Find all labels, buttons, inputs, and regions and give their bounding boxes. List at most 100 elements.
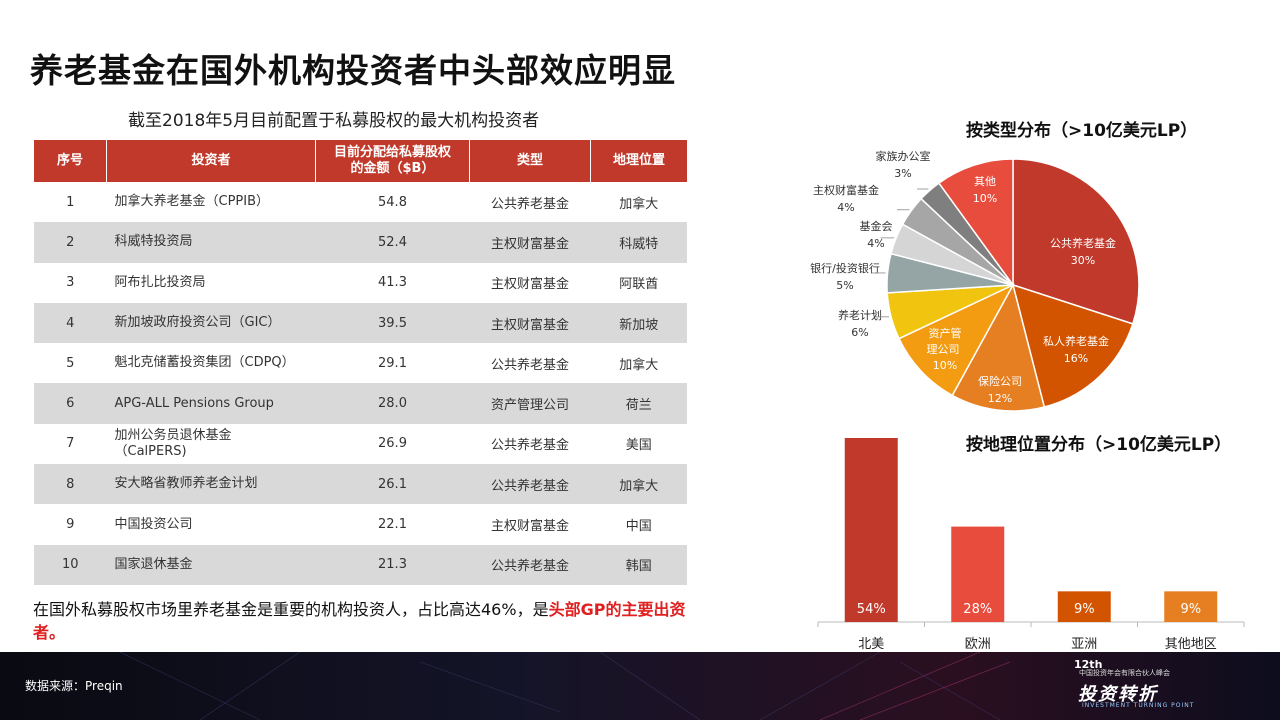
logo-number: 12th	[1074, 658, 1103, 671]
row-location: 科威特	[590, 222, 687, 263]
pie-label: 其他	[974, 175, 996, 188]
pie-label: 基金会	[860, 219, 893, 233]
row-type: 主权财富基金	[490, 277, 569, 293]
pie-label: 养老计划	[838, 308, 882, 322]
row-location: 韩国	[590, 544, 687, 585]
note-highlight: 头部GP的主要出资者。	[33, 600, 686, 642]
bar-value-label: 54%	[857, 602, 886, 617]
row-type: 公共养老基金	[490, 196, 569, 212]
source-note: 数据来源：Preqin	[25, 679, 123, 693]
row-location: 美国	[625, 438, 652, 454]
pie-slice	[937, 158, 1014, 288]
row-investor: 安大略省教师养老金计划	[106, 464, 316, 505]
table-row: 2 科威特投资局 52.4 主权财富基金 科威特	[34, 222, 687, 263]
row-index: 1	[66, 194, 75, 210]
row-type: 主权财富基金	[469, 222, 591, 263]
footer-banner: 数据来源：Preqin 12th 中国投资年会有限合伙人峰会 投资转折 INVE…	[0, 652, 1280, 720]
table-row: 4 新加坡政府投资公司（GIC） 39.5 主权财富基金 新加坡	[34, 302, 687, 344]
bar-category-label: 北美	[858, 637, 884, 652]
row-index: 8	[34, 464, 107, 505]
pie-label: 公共养老基金	[1050, 236, 1116, 250]
note-text: 在国外私募股权市场里养老基金是重要的机构投资人，占比高达46%，是	[33, 600, 549, 619]
row-investor: 中国投资公司	[114, 516, 193, 532]
row-type: 公共养老基金	[469, 544, 591, 585]
bar-value-label: 28%	[963, 602, 992, 617]
row-type: 主权财富基金	[469, 302, 591, 344]
table-row: 6 APG-ALL Pensions Group 28.0 资产管理公司 荷兰	[34, 383, 687, 424]
table-header-row: 序号 投资者 目前分配给私募股权 的金额（$B） 类型 地理位置	[34, 140, 687, 182]
row-type: 主权财富基金	[490, 519, 569, 535]
table-row: 7 加州公务员退休基金 （CalPERS) 26.9 公共养老基金 美国	[34, 424, 687, 464]
row-amount: 54.8	[378, 194, 407, 210]
event-logo: 投资转折	[1078, 684, 1158, 705]
pie-value-label: 3%	[894, 167, 911, 180]
pie-value-label: 4%	[837, 201, 854, 214]
page-title: 养老基金在国外机构投资者中头部效应明显	[30, 51, 676, 90]
row-investor: 国家退休基金	[106, 544, 316, 585]
row-investor: 新加坡政府投资公司（GIC）	[106, 302, 316, 344]
footer-network-decoration	[119, 652, 1011, 720]
table-row: 5 魁北克储蓄投资集团（CDPQ） 29.1 公共养老基金 加拿大	[34, 343, 687, 383]
table-row: 8 安大略省教师养老金计划 26.1 公共养老基金 加拿大	[34, 464, 687, 505]
pie-label: 主权财富基金	[813, 183, 879, 197]
header-investor: 投资者	[106, 140, 316, 182]
row-location: 阿联酋	[619, 277, 659, 293]
table-row: 10 国家退休基金 21.3 公共养老基金 韩国	[34, 544, 687, 585]
pie-value-label: 6%	[851, 326, 868, 339]
pie-slice	[1012, 158, 1140, 325]
row-amount: 26.1	[315, 464, 470, 505]
pie-label: 私人养老基金	[1043, 334, 1109, 348]
row-index: 2	[34, 222, 107, 263]
row-index: 5	[66, 355, 75, 371]
pie-chart-title: 按类型分布（>10亿美元LP）	[966, 121, 1198, 141]
pie-value-label: 12%	[988, 392, 1012, 405]
pie-label: 理公司	[927, 343, 960, 356]
pie-label: 家族办公室	[876, 149, 931, 163]
pie-value-label: 30%	[1071, 254, 1095, 267]
logo-english: INVESTMENT TURNING POINT	[1082, 702, 1195, 709]
row-index: 3	[66, 275, 75, 291]
row-amount: 22.1	[378, 517, 407, 533]
row-location: 荷兰	[590, 383, 687, 424]
pie-value-label: 10%	[933, 359, 957, 372]
bar-category-label: 欧洲	[965, 637, 991, 652]
bar	[1057, 591, 1111, 622]
row-investor: 科威特投资局	[106, 222, 316, 263]
row-type: 公共养老基金	[490, 357, 569, 373]
pie-label: 银行/投资银行	[810, 261, 880, 275]
pie-label: 保险公司	[978, 374, 1022, 388]
pie-slice	[898, 283, 1015, 397]
table-row: 3 阿布扎比投资局 41.3 主权财富基金 阿联酋	[34, 263, 687, 303]
bar-category-label: 其他地区	[1165, 637, 1217, 652]
pie-slice	[951, 282, 1046, 412]
bar	[951, 526, 1005, 622]
row-index: 4	[34, 302, 107, 344]
row-amount: 28.0	[315, 383, 470, 424]
table-subtitle: 截至2018年5月目前配置于私募股权的最大机构投资者	[128, 111, 540, 131]
row-type: 公共养老基金	[490, 438, 569, 454]
row-location: 加拿大	[590, 464, 687, 505]
header-location: 地理位置	[590, 140, 687, 182]
pie-value-label: 10%	[973, 192, 997, 205]
row-investor: APG-ALL Pensions Group	[106, 383, 316, 424]
row-location: 加拿大	[619, 196, 659, 212]
bar-value-label: 9%	[1180, 602, 1201, 617]
charts-canvas: 公共养老基金 30% 私人养老基金 16% 保险公司 12% 资产管理公司 10% 养老计划 6%…	[810, 149, 1245, 652]
row-amount: 41.3	[378, 275, 407, 291]
pie-value-label: 5%	[836, 279, 853, 292]
row-index: 10	[34, 544, 107, 585]
row-location: 中国	[625, 519, 652, 535]
row-amount: 29.1	[378, 355, 407, 371]
header-type: 类型	[469, 140, 591, 182]
pie-slice	[1011, 283, 1134, 408]
row-index: 6	[34, 383, 107, 424]
pie-value-label: 16%	[1064, 352, 1088, 365]
bar-category-label: 亚洲	[1071, 637, 1097, 652]
row-location: 加拿大	[619, 357, 659, 373]
row-index: 9	[66, 517, 75, 533]
pie-value-label: 4%	[867, 237, 884, 250]
header-amount: 目前分配给私募股权 的金额（$B）	[315, 140, 470, 182]
row-investor: 加拿大养老基金（CPPIB）	[114, 194, 270, 210]
row-index: 7	[66, 436, 75, 452]
bar	[844, 438, 898, 622]
